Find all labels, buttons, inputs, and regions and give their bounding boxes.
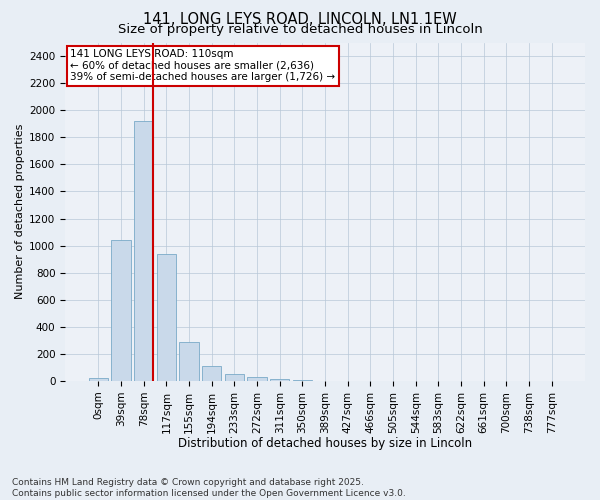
- Text: 141, LONG LEYS ROAD, LINCOLN, LN1 1EW: 141, LONG LEYS ROAD, LINCOLN, LN1 1EW: [143, 12, 457, 28]
- Text: Size of property relative to detached houses in Lincoln: Size of property relative to detached ho…: [118, 22, 482, 36]
- Bar: [157, 254, 176, 381]
- X-axis label: Distribution of detached houses by size in Lincoln: Distribution of detached houses by size …: [178, 437, 472, 450]
- Bar: [202, 366, 221, 381]
- Y-axis label: Number of detached properties: Number of detached properties: [15, 124, 25, 300]
- Text: 141 LONG LEYS ROAD: 110sqm
← 60% of detached houses are smaller (2,636)
39% of s: 141 LONG LEYS ROAD: 110sqm ← 60% of deta…: [70, 50, 335, 82]
- Bar: [179, 342, 199, 381]
- Bar: [89, 378, 108, 381]
- Bar: [270, 378, 289, 381]
- Bar: [134, 121, 154, 381]
- Bar: [247, 377, 267, 381]
- Bar: [112, 240, 131, 381]
- Text: Contains HM Land Registry data © Crown copyright and database right 2025.
Contai: Contains HM Land Registry data © Crown c…: [12, 478, 406, 498]
- Bar: [225, 374, 244, 381]
- Bar: [293, 380, 312, 381]
